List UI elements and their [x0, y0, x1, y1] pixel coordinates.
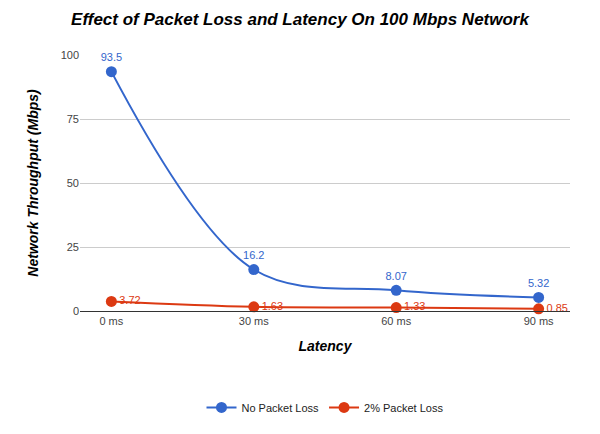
- svg-text:75: 75: [67, 113, 79, 125]
- svg-text:0 ms: 0 ms: [99, 315, 123, 327]
- svg-text:0.85: 0.85: [547, 302, 568, 314]
- svg-text:Network Throughput (Mbps): Network Throughput (Mbps): [25, 89, 41, 277]
- svg-text:30 ms: 30 ms: [239, 315, 269, 327]
- svg-text:100: 100: [61, 49, 79, 61]
- svg-text:50: 50: [67, 177, 79, 189]
- svg-text:1.63: 1.63: [262, 300, 283, 312]
- svg-text:93.5: 93.5: [101, 51, 122, 63]
- svg-text:5.32: 5.32: [528, 277, 549, 289]
- svg-text:25: 25: [67, 241, 79, 253]
- svg-text:90 ms: 90 ms: [524, 315, 554, 327]
- svg-text:Latency: Latency: [299, 338, 353, 354]
- svg-text:2% Packet Loss: 2% Packet Loss: [364, 402, 443, 414]
- svg-text:1.33: 1.33: [404, 300, 425, 312]
- svg-text:No Packet Loss: No Packet Loss: [242, 402, 320, 414]
- svg-text:16.2: 16.2: [243, 249, 264, 261]
- svg-text:Effect of Packet Loss and Late: Effect of Packet Loss and Latency On 100…: [71, 10, 530, 29]
- svg-text:0: 0: [73, 305, 79, 317]
- svg-text:60 ms: 60 ms: [381, 315, 411, 327]
- svg-text:3.72: 3.72: [119, 294, 140, 306]
- svg-text:8.07: 8.07: [385, 270, 406, 282]
